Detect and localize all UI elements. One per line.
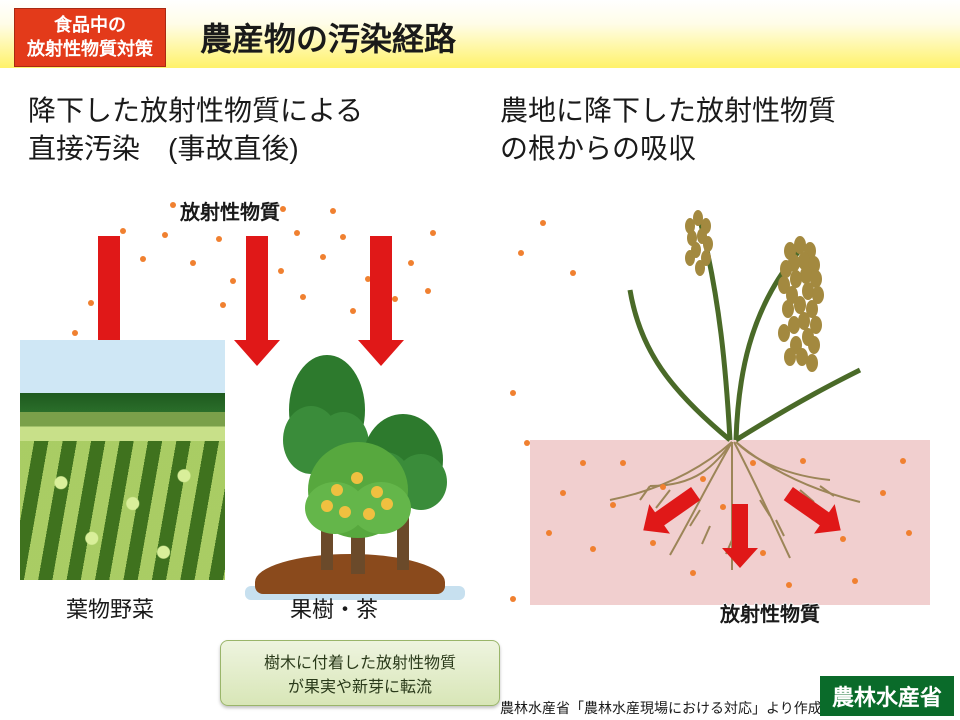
fallout-dot bbox=[560, 490, 566, 496]
ministry-badge: 農林水産省 bbox=[820, 676, 954, 716]
fallout-dot bbox=[216, 236, 222, 242]
fallout-dot bbox=[880, 490, 886, 496]
fallout-dot bbox=[786, 582, 792, 588]
fallout-dot bbox=[540, 220, 546, 226]
fallout-dot bbox=[750, 460, 756, 466]
fallout-dot bbox=[610, 502, 616, 508]
fallout-dot bbox=[660, 484, 666, 490]
left-subhead-l1: 降下した放射性物質による bbox=[28, 92, 363, 130]
fallout-dot bbox=[280, 206, 286, 212]
left-subhead: 降下した放射性物質による 直接汚染 (事故直後) bbox=[28, 92, 363, 168]
page-title: 農産物の汚染経路 bbox=[200, 14, 456, 60]
fallout-dot bbox=[392, 296, 398, 302]
fallout-dot bbox=[524, 440, 530, 446]
fallout-arrow bbox=[246, 236, 268, 344]
fallout-dot bbox=[162, 232, 168, 238]
fallout-dot bbox=[800, 458, 806, 464]
fallout-dot bbox=[294, 230, 300, 236]
fallout-dot bbox=[190, 260, 196, 266]
fallout-dot bbox=[140, 256, 146, 262]
fallout-dot bbox=[510, 390, 516, 396]
fallout-dot bbox=[580, 460, 586, 466]
fallout-dot bbox=[590, 546, 596, 552]
fallout-dot bbox=[720, 504, 726, 510]
right-subhead: 農地に降下した放射性物質 の根からの吸収 bbox=[500, 92, 836, 168]
fallout-arrow bbox=[370, 236, 392, 344]
fallout-dot bbox=[320, 254, 326, 260]
fallout-dot bbox=[700, 476, 706, 482]
tree-svg bbox=[245, 340, 465, 600]
fallout-dot bbox=[340, 234, 346, 240]
fallout-dot bbox=[570, 270, 576, 276]
left-subhead-l2: 直接汚染 (事故直後) bbox=[28, 130, 363, 168]
fallout-dot bbox=[120, 228, 126, 234]
fallout-dot bbox=[900, 458, 906, 464]
note-l1: 樹木に付着した放射性物質 bbox=[233, 649, 487, 673]
fallout-dot bbox=[350, 308, 356, 314]
fallout-dot bbox=[330, 208, 336, 214]
fallout-dot bbox=[620, 460, 626, 466]
fallout-dot bbox=[408, 260, 414, 266]
badge-line-1: 食品中の bbox=[27, 13, 153, 37]
right-panel: 放射性物質 bbox=[500, 190, 940, 620]
radioactive-label-top: 放射性物質 bbox=[180, 196, 280, 225]
fruit-tree-illustration bbox=[245, 340, 465, 600]
grain-heads bbox=[500, 190, 940, 630]
category-badge: 食品中の 放射性物質対策 bbox=[14, 8, 166, 67]
fallout-dot bbox=[906, 530, 912, 536]
uptake-arrow bbox=[732, 504, 748, 550]
fallout-dot bbox=[852, 578, 858, 584]
fallout-dot bbox=[300, 294, 306, 300]
fallout-dot bbox=[430, 230, 436, 236]
fallout-dot bbox=[840, 536, 846, 542]
tree-caption: 果樹・茶 bbox=[290, 592, 378, 624]
fallout-dot bbox=[690, 570, 696, 576]
fallout-dot bbox=[546, 530, 552, 536]
note-l2: が果実や新芽に転流 bbox=[233, 673, 487, 697]
right-subhead-l2: の根からの吸収 bbox=[500, 130, 836, 168]
badge-line-2: 放射性物質対策 bbox=[27, 37, 153, 61]
right-subhead-l1: 農地に降下した放射性物質 bbox=[500, 92, 836, 130]
fallout-dot bbox=[220, 302, 226, 308]
fallout-dot bbox=[425, 288, 431, 294]
fallout-arrow bbox=[98, 236, 120, 344]
left-panel: 放射性物質 bbox=[20, 190, 480, 620]
leafy-caption: 葉物野菜 bbox=[66, 592, 154, 624]
field-tufts bbox=[20, 441, 225, 580]
translocation-note: 樹木に付着した放射性物質 が果実や新芽に転流 bbox=[220, 640, 500, 706]
source-credit: 農林水産省「農林水産現場における対応」より作成 bbox=[500, 698, 822, 718]
fallout-dot bbox=[510, 596, 516, 602]
fallout-dot bbox=[760, 550, 766, 556]
fallout-dot bbox=[72, 330, 78, 336]
fallout-dot bbox=[518, 250, 524, 256]
fallout-dot bbox=[278, 268, 284, 274]
leafy-field-illustration bbox=[20, 340, 225, 580]
fallout-dot bbox=[230, 278, 236, 284]
radioactive-label-bottom: 放射性物質 bbox=[720, 598, 820, 627]
fallout-dot bbox=[88, 300, 94, 306]
fallout-dot bbox=[170, 202, 176, 208]
